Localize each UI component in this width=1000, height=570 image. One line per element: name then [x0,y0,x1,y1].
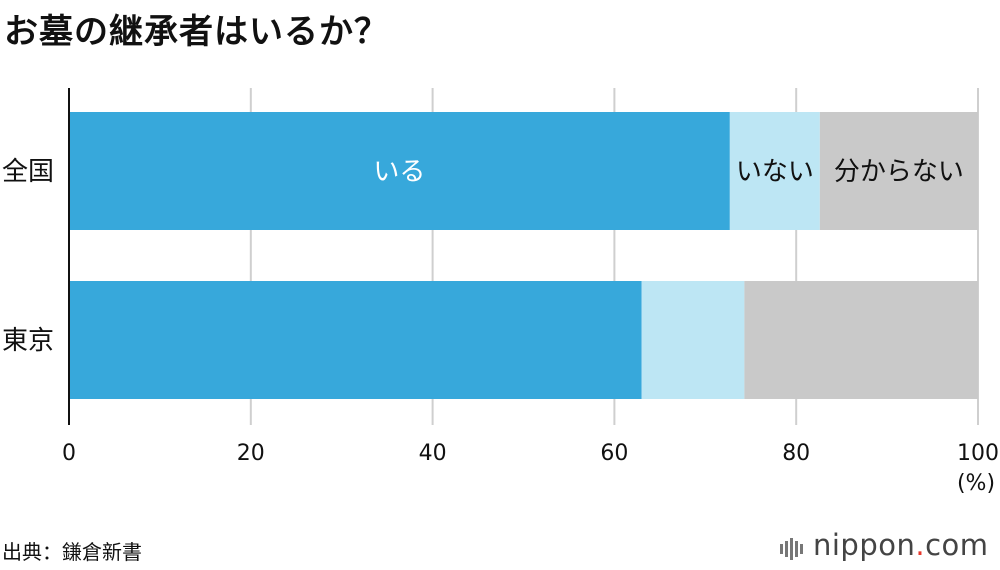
brand-tld: com [925,528,989,562]
segment-label-0: いる [373,157,425,187]
category-label-1: 東京 [2,326,54,356]
x-tick-40: 40 [419,441,447,466]
segment-labels: いる いない 分からない [373,157,964,187]
bar-1-1 [641,281,745,399]
x-unit-label: (%) [957,471,995,496]
brand-name: nippon [813,528,916,562]
bar-0-1 [729,112,820,230]
chart-title: お墓の継承者はいるか？ [4,12,389,52]
x-tick-20: 20 [237,441,265,466]
segment-label-1: いない [736,157,814,187]
brand-logo: nippon.com [780,528,989,564]
bar-1-0 [69,281,642,399]
x-tick-100: 100 [957,441,999,466]
segment-label-2: 分からない [834,157,964,187]
brand-dot: . [915,528,926,562]
bar-0-0 [69,112,730,230]
bar-1-2 [744,281,978,399]
bar-0-2 [819,112,978,230]
x-tick-labels: 0 20 40 60 80 100 [62,441,999,466]
category-label-0: 全国 [2,157,54,187]
x-tick-0: 0 [62,441,76,466]
x-tick-60: 60 [600,441,628,466]
brand-bars-icon [780,530,805,564]
source-note: 出典：鎌倉新書 [2,540,142,564]
x-tick-80: 80 [782,441,810,466]
bars [69,112,978,399]
